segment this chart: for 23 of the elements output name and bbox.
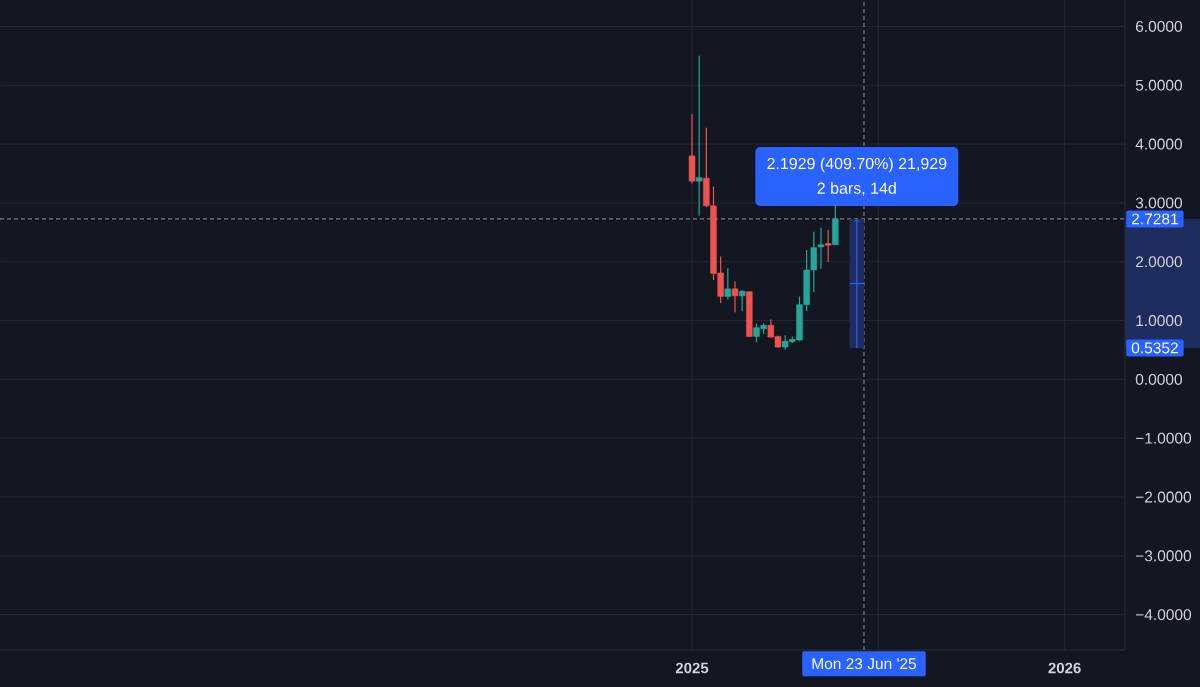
text: 0.5352 <box>1131 342 1178 354</box>
x-tick-label: 2025 <box>675 662 709 674</box>
candlestick <box>695 55 703 217</box>
y-tick-label: 2.0000 <box>1136 256 1183 268</box>
y-tick-label: −1.0000 <box>1135 432 1192 444</box>
ref-line-label: 2.7281 <box>1132 213 1178 225</box>
candlestick <box>731 280 739 313</box>
candlestick <box>824 229 832 263</box>
annotation: 2 bars, 14d <box>817 182 896 196</box>
y-tick-label: −2.0000 <box>1135 491 1192 503</box>
y-tick-label: −4.0000 <box>1135 609 1192 621</box>
y-tick-label: 6.0000 <box>1136 20 1183 32</box>
candlestick <box>738 289 746 312</box>
y-tick-label: −3.0000 <box>1135 550 1192 562</box>
data-label: 2.1929 (409.70%) 21,929 <box>767 157 947 173</box>
candlestick <box>724 267 732 300</box>
y-tick-label: 1.0000 <box>1136 315 1183 327</box>
y-tick-label: 4.0000 <box>1135 138 1183 150</box>
y-tick-label: 0.0000 <box>1135 373 1183 385</box>
y-tick-label: 3.0000 <box>1135 197 1183 209</box>
ref-line-label: Mon 23 Jun '25 <box>812 658 917 670</box>
x-tick-label: 2026 <box>1048 662 1081 674</box>
y-tick-label: 5.0000 <box>1135 79 1183 91</box>
